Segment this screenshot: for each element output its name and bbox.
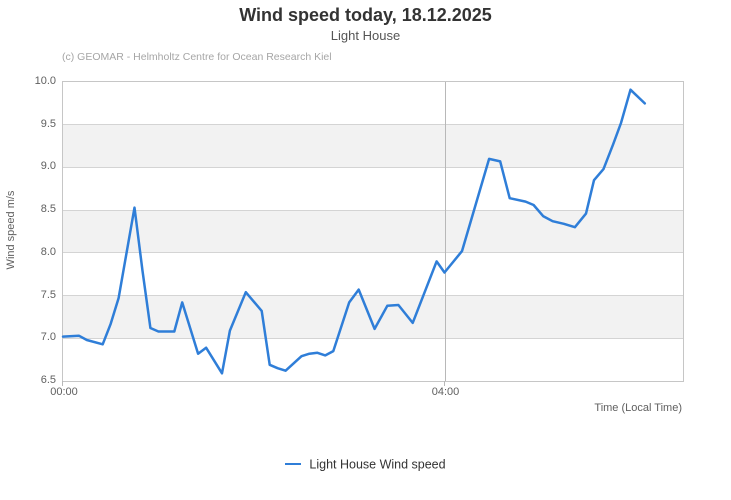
x-axis-title: Time (Local Time) — [594, 402, 682, 414]
y-gridline — [63, 209, 683, 211]
wind-speed-series-line — [61, 88, 647, 375]
y-axis-label: 9.0 — [40, 160, 56, 173]
y-gridline — [63, 252, 683, 254]
y-gridline — [63, 337, 683, 339]
legend-item-wind-speed[interactable]: Light House Wind speed — [0, 457, 731, 472]
y-axis-title: Wind speed m/s — [5, 190, 17, 270]
legend-label: Light House Wind speed — [309, 457, 446, 472]
credits-text: (c) GEOMAR - Helmholtz Centre for Ocean … — [62, 51, 332, 63]
plot-area — [61, 81, 684, 382]
y-axis-label: 9.5 — [40, 117, 56, 130]
y-gridline — [63, 124, 683, 126]
x-axis-label: 00:00 — [50, 386, 78, 398]
legend-line-marker — [285, 462, 302, 465]
y-axis-label: 10.0 — [34, 75, 56, 87]
x-axis-tick — [443, 381, 445, 386]
y-axis-label: 7.0 — [40, 331, 56, 344]
alternate-grid-band — [63, 124, 683, 168]
x-axis-label: 04:00 — [431, 386, 460, 398]
y-axis-label: 8.5 — [40, 203, 56, 216]
x-gridline — [444, 82, 446, 381]
y-axis-label: 7.5 — [40, 288, 56, 301]
x-axis-tick — [62, 381, 63, 386]
alternate-grid-band — [63, 210, 683, 253]
y-gridline — [63, 295, 683, 297]
y-axis-label: 6.5 — [40, 374, 56, 386]
y-gridline — [63, 166, 683, 168]
chart-title: Wind speed today, 18.12.2025 — [239, 5, 492, 25]
chart-subtitle: Light House — [330, 28, 401, 43]
y-axis-label: 8.0 — [40, 245, 56, 258]
